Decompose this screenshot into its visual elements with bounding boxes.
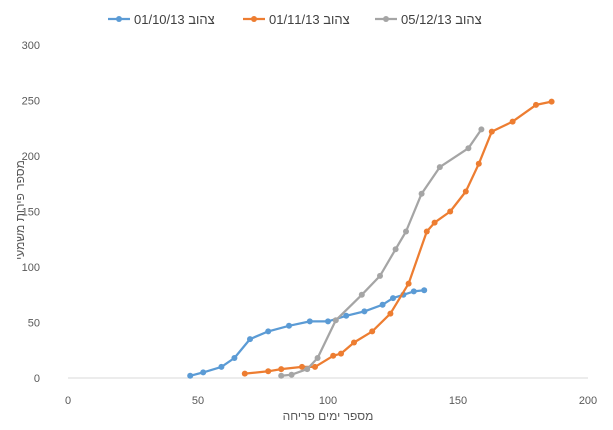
data-point bbox=[338, 350, 344, 357]
series bbox=[241, 98, 555, 377]
y-axis-ticks: 0 50 100 150 200 250 300 bbox=[22, 40, 40, 385]
legend-item: צהוב 05/12/13 bbox=[375, 12, 482, 27]
data-point bbox=[387, 310, 394, 317]
data-point bbox=[351, 339, 357, 346]
y-tick-label: 250 bbox=[22, 96, 40, 108]
data-point bbox=[247, 336, 253, 343]
data-point bbox=[265, 368, 272, 375]
data-point bbox=[462, 188, 469, 195]
legend-label: צהוב 05/12/13 bbox=[401, 12, 482, 27]
series-line bbox=[280, 128, 483, 377]
data-point bbox=[369, 328, 376, 335]
data-point bbox=[418, 190, 425, 197]
legend-marker bbox=[251, 16, 257, 22]
legend-item: צהוב 01/11/13 bbox=[243, 12, 350, 27]
legend-item: צהוב 01/10/13 bbox=[108, 12, 215, 27]
y-tick-label: 200 bbox=[22, 151, 40, 163]
series bbox=[278, 126, 485, 379]
data-point bbox=[325, 318, 331, 325]
data-point bbox=[286, 322, 292, 329]
y-tick-label: 100 bbox=[22, 262, 40, 274]
series bbox=[187, 287, 428, 379]
data-point bbox=[488, 128, 495, 135]
x-axis-ticks: 0 50 100 150 200 bbox=[65, 395, 597, 407]
data-point bbox=[241, 370, 248, 377]
data-point bbox=[288, 371, 295, 378]
legend-marker bbox=[383, 16, 389, 22]
y-axis-title: מספר פירות משמעי bbox=[13, 160, 27, 260]
data-point bbox=[343, 312, 350, 319]
data-point bbox=[390, 295, 396, 302]
data-point bbox=[447, 208, 454, 215]
data-point bbox=[306, 318, 313, 325]
data-point bbox=[332, 317, 339, 324]
data-point bbox=[392, 246, 399, 253]
data-point bbox=[218, 363, 225, 370]
x-tick-label: 0 bbox=[65, 395, 71, 407]
series-layer bbox=[187, 98, 555, 379]
data-point bbox=[314, 355, 321, 361]
data-point bbox=[330, 352, 337, 359]
data-point bbox=[278, 372, 285, 379]
legend-label: צהוב 01/11/13 bbox=[269, 12, 350, 27]
data-point bbox=[278, 366, 285, 373]
data-point bbox=[436, 164, 443, 171]
data-point bbox=[358, 291, 365, 298]
legend-marker bbox=[116, 16, 122, 22]
data-point bbox=[361, 308, 368, 315]
data-point bbox=[475, 160, 482, 167]
x-tick-label: 150 bbox=[449, 395, 467, 407]
x-tick-label: 200 bbox=[579, 395, 597, 407]
data-point bbox=[377, 272, 383, 279]
y-tick-label: 50 bbox=[28, 318, 40, 330]
data-point bbox=[312, 363, 318, 370]
data-point bbox=[379, 301, 386, 308]
data-point bbox=[265, 328, 272, 335]
data-point bbox=[403, 228, 409, 235]
data-point bbox=[231, 355, 238, 361]
series-line bbox=[189, 289, 426, 377]
data-point bbox=[187, 372, 194, 379]
y-tick-label: 300 bbox=[22, 40, 40, 52]
data-point bbox=[299, 363, 305, 370]
x-axis-title: מספר ימים פריחה bbox=[283, 409, 374, 423]
y-tick-label: 150 bbox=[22, 207, 40, 219]
x-tick-label: 100 bbox=[319, 395, 337, 407]
data-point bbox=[421, 287, 428, 294]
data-point bbox=[200, 369, 207, 376]
data-point bbox=[431, 219, 438, 226]
data-point bbox=[533, 101, 539, 108]
data-point bbox=[478, 126, 485, 133]
data-point bbox=[465, 145, 472, 152]
legend: צהוב 01/10/13 צהוב 01/11/13 צהוב 05/12/13 bbox=[108, 12, 482, 27]
data-point bbox=[304, 366, 311, 373]
data-point bbox=[423, 228, 430, 235]
data-point bbox=[548, 98, 555, 105]
data-point bbox=[405, 280, 412, 287]
data-point bbox=[410, 288, 417, 295]
x-tick-label: 50 bbox=[192, 395, 204, 407]
legend-label: צהוב 01/10/13 bbox=[134, 12, 215, 27]
series-line bbox=[243, 100, 553, 375]
y-tick-label: 0 bbox=[34, 373, 40, 385]
data-point bbox=[509, 118, 516, 125]
